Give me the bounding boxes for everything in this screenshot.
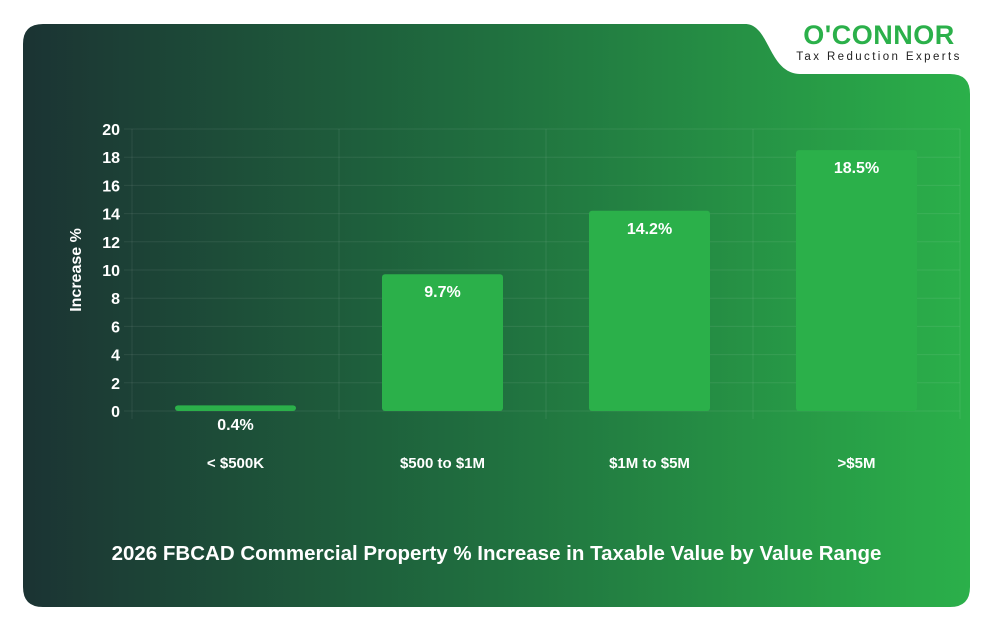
bar <box>796 150 917 411</box>
x-tick-label: < $500K <box>207 455 264 472</box>
y-tick-label: 14 <box>102 207 120 224</box>
y-tick-label: 8 <box>111 291 120 308</box>
bar <box>589 210 710 411</box>
oconnor-logo: O'CONNOR Tax Reduction Experts <box>786 20 972 64</box>
logo-tagline: Tax Reduction Experts <box>796 51 962 63</box>
x-tick-label: $500 to $1M <box>400 455 485 472</box>
y-tick-label: 0 <box>111 404 120 421</box>
y-tick-label: 6 <box>111 319 120 336</box>
y-tick-label: 20 <box>102 122 120 139</box>
data-label: 14.2% <box>627 221 672 238</box>
y-tick-label: 12 <box>102 235 120 252</box>
y-tick-label: 10 <box>102 263 120 280</box>
y-tick-label: 18 <box>102 150 120 167</box>
chart-title: 2026 FBCAD Commercial Property % Increas… <box>111 542 882 565</box>
data-label: 9.7% <box>424 284 460 301</box>
x-tick-label: $1M to $5M <box>609 455 690 472</box>
logo-name: O'CONNOR <box>803 20 955 50</box>
y-axis-label: Increase % <box>68 228 85 312</box>
y-tick-label: 2 <box>111 376 120 393</box>
data-label: 0.4% <box>217 417 253 434</box>
y-tick-label: 16 <box>102 178 120 195</box>
x-tick-label: >$5M <box>838 455 876 472</box>
data-label: 18.5% <box>834 160 879 177</box>
y-tick-label: 4 <box>111 348 120 365</box>
bar <box>175 405 296 411</box>
bar <box>382 274 503 411</box>
